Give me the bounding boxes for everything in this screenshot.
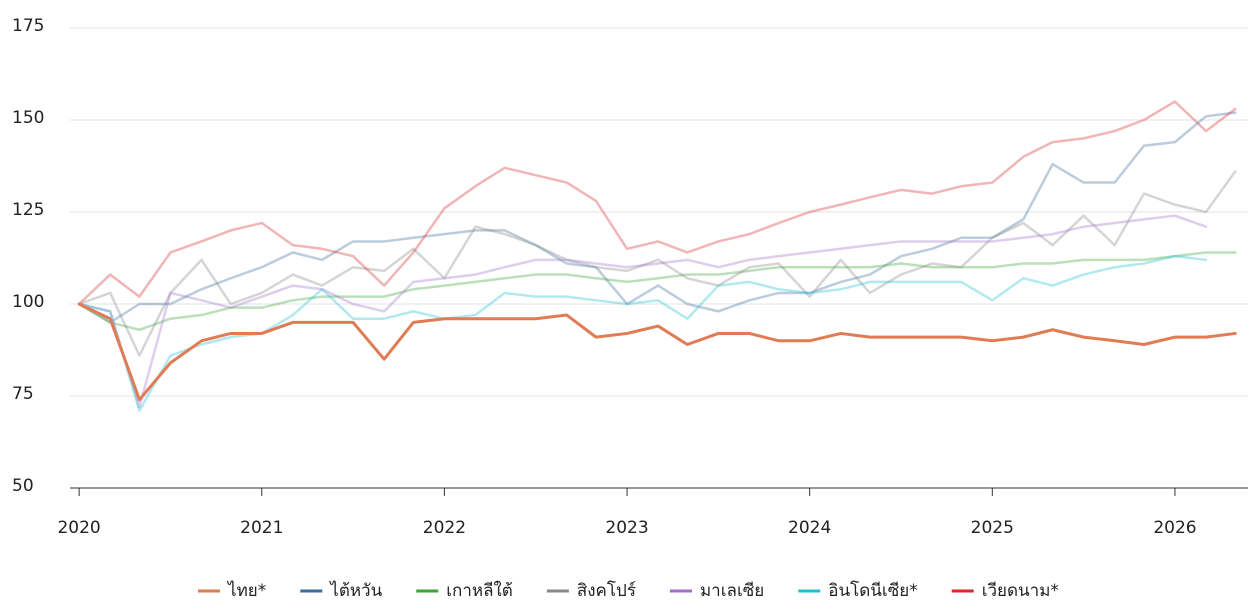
legend-label: เวียดนาม* — [982, 581, 1059, 601]
series-line — [77, 302, 1237, 402]
y-tick-label: 50 — [12, 476, 34, 496]
series-line — [77, 214, 1208, 409]
legend-label: มาเลเซีย — [700, 581, 764, 601]
y-tick-label: 150 — [12, 108, 44, 128]
x-tick-label: 2022 — [423, 518, 466, 538]
x-tick-label: 2025 — [971, 518, 1014, 538]
x-tick-label: 2021 — [240, 518, 283, 538]
series-line — [77, 111, 1237, 324]
series-line — [77, 251, 1237, 332]
legend-label: อินโดนีเซีย* — [828, 580, 917, 601]
x-tick-label: 2024 — [788, 518, 831, 538]
legend-label: ไต้หวัน — [328, 580, 382, 601]
y-tick-label: 75 — [12, 384, 34, 404]
series-line — [77, 100, 1237, 306]
x-tick-label: 2020 — [57, 518, 100, 538]
x-tick-label: 2023 — [605, 518, 648, 538]
legend-label: เกาหลีใต้ — [446, 580, 513, 601]
y-tick-label: 175 — [12, 16, 44, 36]
x-tick-label: 2026 — [1153, 518, 1196, 538]
y-tick-label: 100 — [12, 292, 44, 312]
y-tick-label: 125 — [12, 200, 44, 220]
series-line — [77, 170, 1237, 357]
legend-label: ไทย* — [226, 580, 266, 601]
legend-label: สิงคโปร์ — [577, 580, 636, 601]
